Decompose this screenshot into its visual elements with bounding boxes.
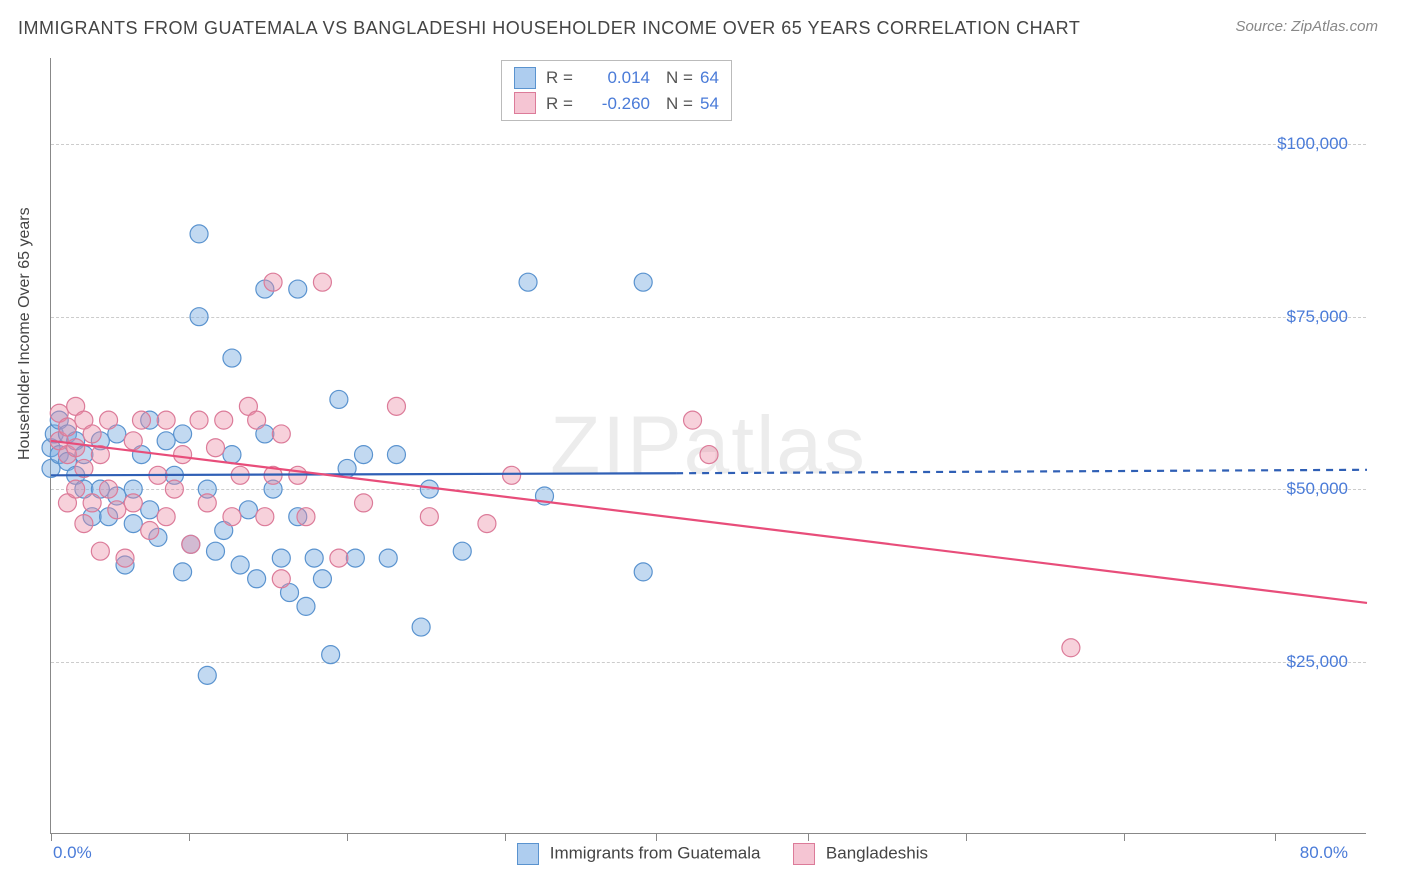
data-point-bangladeshi xyxy=(116,549,134,567)
data-point-guatemala xyxy=(346,549,364,567)
data-point-guatemala xyxy=(174,425,192,443)
data-point-bangladeshi xyxy=(264,273,282,291)
trendline-guatemala xyxy=(51,473,676,475)
data-point-guatemala xyxy=(272,549,290,567)
y-tick-label: $100,000 xyxy=(1277,134,1348,154)
data-point-bangladeshi xyxy=(355,494,373,512)
data-point-bangladeshi xyxy=(223,508,241,526)
data-point-bangladeshi xyxy=(313,273,331,291)
chart-title: IMMIGRANTS FROM GUATEMALA VS BANGLADESHI… xyxy=(18,18,1080,39)
data-point-bangladeshi xyxy=(248,411,266,429)
data-point-guatemala xyxy=(190,308,208,326)
data-point-bangladeshi xyxy=(108,501,126,519)
y-tick-label: $75,000 xyxy=(1287,307,1348,327)
trendline-guatemala-extrapolated xyxy=(676,470,1367,473)
data-point-guatemala xyxy=(223,446,241,464)
data-point-bangladeshi xyxy=(67,480,85,498)
x-tick xyxy=(347,833,348,841)
data-point-bangladeshi xyxy=(272,425,290,443)
data-point-guatemala xyxy=(297,597,315,615)
data-point-guatemala xyxy=(207,542,225,560)
data-point-bangladeshi xyxy=(67,439,85,457)
x-tick xyxy=(189,833,190,841)
data-point-guatemala xyxy=(248,570,266,588)
data-point-guatemala xyxy=(231,556,249,574)
x-tick xyxy=(505,833,506,841)
x-tick xyxy=(656,833,657,841)
data-point-bangladeshi xyxy=(157,411,175,429)
data-point-guatemala xyxy=(322,646,340,664)
data-point-guatemala xyxy=(157,432,175,450)
data-point-bangladeshi xyxy=(91,542,109,560)
data-point-bangladeshi xyxy=(83,425,101,443)
data-point-guatemala xyxy=(239,501,257,519)
data-point-guatemala xyxy=(174,563,192,581)
data-point-bangladeshi xyxy=(100,411,118,429)
data-point-bangladeshi xyxy=(174,446,192,464)
x-tick xyxy=(808,833,809,841)
data-point-guatemala xyxy=(124,515,142,533)
data-point-guatemala xyxy=(519,273,537,291)
y-tick-label: $50,000 xyxy=(1287,479,1348,499)
scatter-chart xyxy=(51,58,1366,833)
data-point-bangladeshi xyxy=(1062,639,1080,657)
x-tick xyxy=(1124,833,1125,841)
data-point-bangladeshi xyxy=(700,446,718,464)
data-point-bangladeshi xyxy=(100,480,118,498)
data-point-guatemala xyxy=(355,446,373,464)
series-legend: Immigrants from Guatemala Bangladeshis xyxy=(51,843,1366,865)
data-point-bangladeshi xyxy=(503,466,521,484)
data-point-bangladeshi xyxy=(297,508,315,526)
data-point-guatemala xyxy=(634,563,652,581)
data-point-bangladeshi xyxy=(684,411,702,429)
data-point-guatemala xyxy=(453,542,471,560)
data-point-bangladeshi xyxy=(198,494,216,512)
data-point-bangladeshi xyxy=(58,418,76,436)
data-point-guatemala xyxy=(289,280,307,298)
data-point-bangladeshi xyxy=(182,535,200,553)
data-point-guatemala xyxy=(387,446,405,464)
data-point-bangladeshi xyxy=(190,411,208,429)
data-point-bangladeshi xyxy=(215,411,233,429)
data-point-guatemala xyxy=(379,549,397,567)
data-point-bangladeshi xyxy=(165,480,183,498)
x-tick xyxy=(966,833,967,841)
data-point-guatemala xyxy=(198,666,216,684)
swatch-guatemala xyxy=(517,843,539,865)
y-tick-label: $25,000 xyxy=(1287,652,1348,672)
data-point-bangladeshi xyxy=(83,494,101,512)
data-point-guatemala xyxy=(305,549,323,567)
data-point-guatemala xyxy=(141,501,159,519)
data-point-bangladeshi xyxy=(124,494,142,512)
data-point-guatemala xyxy=(634,273,652,291)
data-point-bangladeshi xyxy=(330,549,348,567)
legend-label-bangladeshi: Bangladeshis xyxy=(826,843,928,862)
data-point-bangladeshi xyxy=(420,508,438,526)
y-axis-title: Householder Income Over 65 years xyxy=(16,207,34,460)
data-point-bangladeshi xyxy=(132,411,150,429)
data-point-bangladeshi xyxy=(124,432,142,450)
data-point-guatemala xyxy=(190,225,208,243)
swatch-bangladeshi xyxy=(793,843,815,865)
data-point-bangladeshi xyxy=(256,508,274,526)
data-point-guatemala xyxy=(223,349,241,367)
source-label: Source: ZipAtlas.com xyxy=(1235,18,1378,35)
data-point-bangladeshi xyxy=(141,521,159,539)
data-point-bangladeshi xyxy=(157,508,175,526)
data-point-bangladeshi xyxy=(207,439,225,457)
data-point-bangladeshi xyxy=(272,570,290,588)
data-point-bangladeshi xyxy=(75,515,93,533)
data-point-bangladeshi xyxy=(478,515,496,533)
data-point-bangladeshi xyxy=(387,397,405,415)
data-point-guatemala xyxy=(313,570,331,588)
plot-area: ZIPatlas R = 0.014 N = 64 R = -0.260 N =… xyxy=(50,58,1366,834)
data-point-guatemala xyxy=(330,390,348,408)
data-point-guatemala xyxy=(412,618,430,636)
x-tick xyxy=(51,833,52,841)
legend-label-guatemala: Immigrants from Guatemala xyxy=(550,843,761,862)
x-tick xyxy=(1275,833,1276,841)
